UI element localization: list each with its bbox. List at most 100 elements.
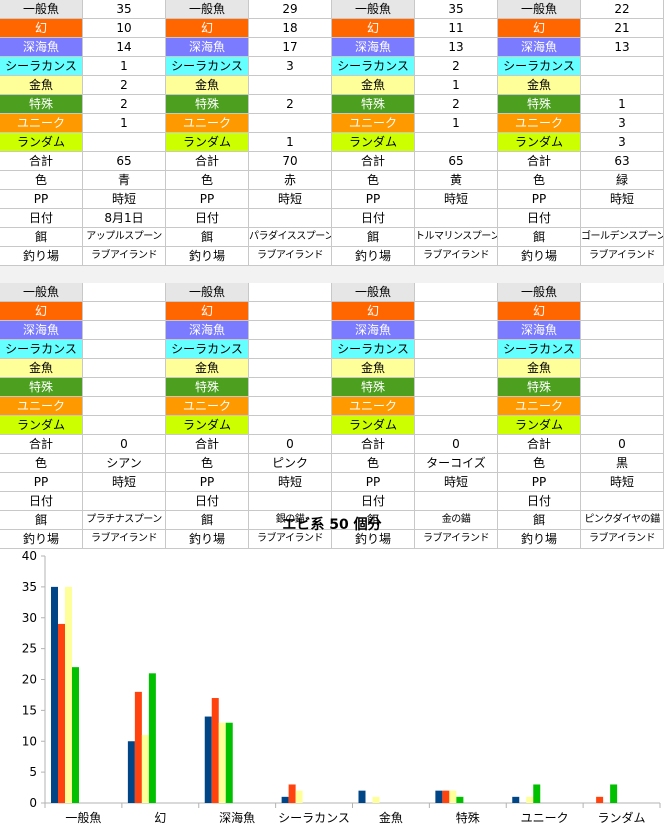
value-cell[interactable]: 1 bbox=[581, 95, 664, 114]
row-label-cell[interactable]: 日付 bbox=[166, 492, 249, 511]
value-cell[interactable]: ラブアイランド bbox=[415, 247, 498, 266]
row-label-cell[interactable]: ユニーク bbox=[166, 397, 249, 416]
row-label-cell[interactable]: 色 bbox=[498, 454, 581, 473]
row-label-cell[interactable]: 色 bbox=[498, 171, 581, 190]
value-cell[interactable]: 0 bbox=[415, 435, 498, 454]
value-cell[interactable]: 22 bbox=[581, 0, 664, 19]
row-label-cell[interactable]: 幻 bbox=[498, 19, 581, 38]
value-cell[interactable] bbox=[249, 416, 332, 435]
row-label-cell[interactable]: 餌 bbox=[498, 511, 581, 530]
value-cell[interactable] bbox=[581, 397, 664, 416]
value-cell[interactable] bbox=[249, 283, 332, 302]
value-cell[interactable]: 時短 bbox=[415, 190, 498, 209]
value-cell[interactable]: プラチナスプーン bbox=[83, 511, 166, 530]
value-cell[interactable] bbox=[415, 378, 498, 397]
row-label-cell[interactable]: 合計 bbox=[166, 152, 249, 171]
value-cell[interactable] bbox=[415, 209, 498, 228]
row-label-cell[interactable]: 色 bbox=[166, 171, 249, 190]
row-label-cell[interactable]: シーラカンス bbox=[332, 340, 415, 359]
value-cell[interactable]: 2 bbox=[83, 95, 166, 114]
row-label-cell[interactable]: 餌 bbox=[166, 228, 249, 247]
row-label-cell[interactable]: 金魚 bbox=[498, 359, 581, 378]
value-cell[interactable] bbox=[581, 57, 664, 76]
row-label-cell[interactable]: 幻 bbox=[166, 302, 249, 321]
value-cell[interactable]: 1 bbox=[415, 114, 498, 133]
value-cell[interactable]: 2 bbox=[83, 76, 166, 95]
value-cell[interactable]: アップルスプーン bbox=[83, 228, 166, 247]
value-cell[interactable] bbox=[83, 340, 166, 359]
value-cell[interactable]: ラブアイランド bbox=[83, 247, 166, 266]
value-cell[interactable]: 0 bbox=[249, 435, 332, 454]
value-cell[interactable] bbox=[415, 302, 498, 321]
row-label-cell[interactable]: 特殊 bbox=[498, 95, 581, 114]
row-label-cell[interactable]: 釣り場 bbox=[166, 530, 249, 549]
value-cell[interactable] bbox=[415, 321, 498, 340]
row-label-cell[interactable]: 色 bbox=[0, 454, 83, 473]
row-label-cell[interactable]: 餌 bbox=[0, 228, 83, 247]
value-cell[interactable]: 黒 bbox=[581, 454, 664, 473]
value-cell[interactable] bbox=[83, 302, 166, 321]
row-label-cell[interactable]: 合計 bbox=[332, 435, 415, 454]
value-cell[interactable]: 時短 bbox=[249, 473, 332, 492]
value-cell[interactable]: 63 bbox=[581, 152, 664, 171]
row-label-cell[interactable]: 一般魚 bbox=[332, 283, 415, 302]
row-label-cell[interactable]: シーラカンス bbox=[166, 340, 249, 359]
row-label-cell[interactable]: 幻 bbox=[498, 302, 581, 321]
value-cell[interactable]: 2 bbox=[249, 95, 332, 114]
row-label-cell[interactable]: シーラカンス bbox=[166, 57, 249, 76]
value-cell[interactable] bbox=[83, 283, 166, 302]
row-label-cell[interactable]: ユニーク bbox=[332, 397, 415, 416]
row-label-cell[interactable]: 金魚 bbox=[332, 76, 415, 95]
row-label-cell[interactable]: 日付 bbox=[0, 209, 83, 228]
value-cell[interactable] bbox=[249, 359, 332, 378]
row-label-cell[interactable]: 幻 bbox=[332, 19, 415, 38]
row-label-cell[interactable]: 釣り場 bbox=[166, 247, 249, 266]
row-label-cell[interactable]: 一般魚 bbox=[332, 0, 415, 19]
row-label-cell[interactable]: 特殊 bbox=[498, 378, 581, 397]
value-cell[interactable]: 時短 bbox=[581, 473, 664, 492]
row-label-cell[interactable]: 一般魚 bbox=[498, 283, 581, 302]
row-label-cell[interactable]: 一般魚 bbox=[0, 0, 83, 19]
value-cell[interactable] bbox=[581, 378, 664, 397]
row-label-cell[interactable]: 幻 bbox=[166, 19, 249, 38]
value-cell[interactable]: 銀の錨 bbox=[249, 511, 332, 530]
value-cell[interactable] bbox=[83, 416, 166, 435]
value-cell[interactable]: 時短 bbox=[83, 190, 166, 209]
row-label-cell[interactable]: 合計 bbox=[0, 435, 83, 454]
row-label-cell[interactable]: ランダム bbox=[332, 133, 415, 152]
row-label-cell[interactable]: 特殊 bbox=[0, 378, 83, 397]
value-cell[interactable] bbox=[249, 321, 332, 340]
value-cell[interactable] bbox=[249, 76, 332, 95]
value-cell[interactable]: ラブアイランド bbox=[249, 530, 332, 549]
row-label-cell[interactable]: 釣り場 bbox=[332, 247, 415, 266]
value-cell[interactable] bbox=[249, 492, 332, 511]
value-cell[interactable] bbox=[83, 378, 166, 397]
value-cell[interactable]: 11 bbox=[415, 19, 498, 38]
value-cell[interactable] bbox=[415, 133, 498, 152]
value-cell[interactable]: ラブアイランド bbox=[581, 247, 664, 266]
row-label-cell[interactable]: 深海魚 bbox=[498, 321, 581, 340]
row-label-cell[interactable]: 深海魚 bbox=[0, 321, 83, 340]
value-cell[interactable]: 金の錨 bbox=[415, 511, 498, 530]
row-label-cell[interactable]: 色 bbox=[332, 171, 415, 190]
value-cell[interactable] bbox=[581, 209, 664, 228]
value-cell[interactable]: 29 bbox=[249, 0, 332, 19]
value-cell[interactable]: 時短 bbox=[581, 190, 664, 209]
value-cell[interactable]: 1 bbox=[249, 133, 332, 152]
value-cell[interactable] bbox=[249, 209, 332, 228]
row-label-cell[interactable]: 幻 bbox=[332, 302, 415, 321]
row-label-cell[interactable]: シーラカンス bbox=[0, 340, 83, 359]
row-label-cell[interactable]: PP bbox=[498, 190, 581, 209]
value-cell[interactable] bbox=[581, 416, 664, 435]
row-label-cell[interactable]: 合計 bbox=[0, 152, 83, 171]
row-label-cell[interactable]: 日付 bbox=[332, 209, 415, 228]
value-cell[interactable]: 65 bbox=[83, 152, 166, 171]
value-cell[interactable]: 18 bbox=[249, 19, 332, 38]
row-label-cell[interactable]: ユニーク bbox=[498, 114, 581, 133]
row-label-cell[interactable]: 一般魚 bbox=[166, 0, 249, 19]
row-label-cell[interactable]: ユニーク bbox=[332, 114, 415, 133]
value-cell[interactable]: 3 bbox=[581, 114, 664, 133]
value-cell[interactable]: ラブアイランド bbox=[415, 530, 498, 549]
row-label-cell[interactable]: PP bbox=[0, 190, 83, 209]
value-cell[interactable]: ラブアイランド bbox=[249, 247, 332, 266]
